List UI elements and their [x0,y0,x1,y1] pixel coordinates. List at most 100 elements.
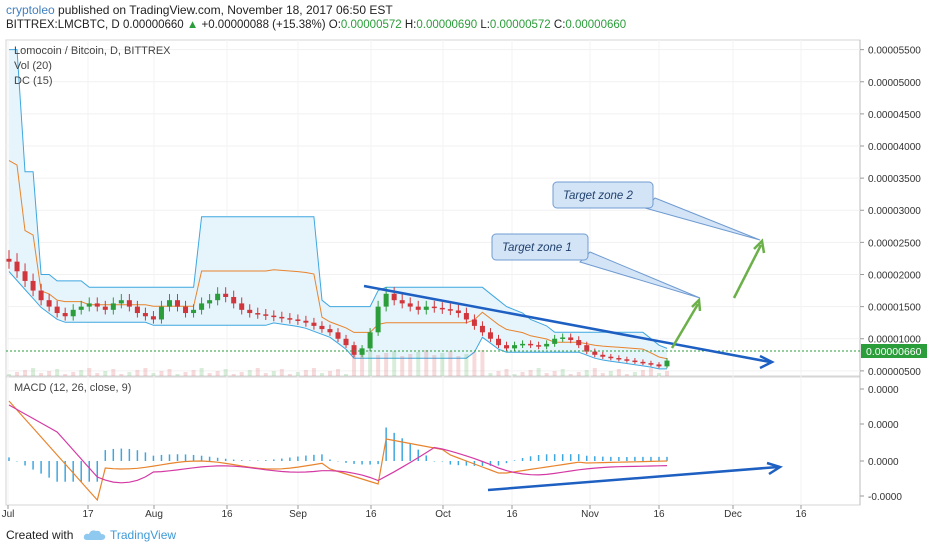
candle-body[interactable] [14,261,20,272]
time-axis[interactable]: Jul 17 Aug 16 Sep 16 Oct 16 Nov 16 Dec 16 [2,505,807,520]
candle-body[interactable] [656,364,662,367]
tradingview-link[interactable]: TradingView [110,528,177,542]
candle-body[interactable] [343,338,349,346]
candle-body[interactable] [263,314,269,316]
candle-body[interactable] [640,361,646,364]
candle-body[interactable] [215,293,221,301]
candle-body[interactable] [359,348,365,355]
candle-body[interactable] [70,309,76,317]
target-arrow-1[interactable] [670,303,700,349]
candle-body[interactable] [632,360,638,363]
candle-body[interactable] [110,303,116,310]
author-link[interactable]: cryptoleo [6,3,55,17]
candle-body[interactable] [150,316,156,320]
candle-body[interactable] [415,306,421,310]
candle-body[interactable] [255,313,261,315]
callout-target-zone-1[interactable]: Target zone 1 [491,233,701,299]
candle-body[interactable] [399,300,405,304]
candle-body[interactable] [327,329,333,333]
candle-body[interactable] [126,300,132,307]
downtrend-line[interactable] [363,284,771,364]
price-axis[interactable]: 0.00005500 0.00005000 0.00004500 0.00004000… [860,46,921,378]
candle-body[interactable] [30,280,36,291]
candle-body[interactable] [439,307,445,310]
candle-body[interactable] [102,306,108,310]
candle-body[interactable] [158,306,164,320]
candle-body[interactable] [295,319,301,321]
candle-body[interactable] [544,343,550,347]
candle-body[interactable] [552,338,558,344]
candle-body[interactable] [576,340,582,346]
macd-legend[interactable]: MACD (12, 26, close, 9) [14,382,132,394]
candle-body[interactable] [207,300,213,304]
candle-body[interactable] [319,325,325,330]
candle-body[interactable] [303,320,309,323]
callout-target-zone-2[interactable]: Target zone 2 [552,181,761,241]
candle-body[interactable] [191,309,197,314]
candle-body[interactable] [367,332,373,349]
candle-body[interactable] [38,290,44,301]
candle-body[interactable] [199,303,205,310]
candle-body[interactable] [431,306,437,309]
candle-body[interactable] [351,345,357,355]
candle-body[interactable] [512,345,518,349]
candle-body[interactable] [520,343,526,346]
candle-body[interactable] [528,343,534,346]
candle-body[interactable] [142,313,148,317]
candle-body[interactable] [391,293,397,301]
candle-body[interactable] [504,345,510,349]
candle-body[interactable] [375,306,381,333]
candle-body[interactable] [495,338,501,346]
candle-body[interactable] [239,303,245,310]
candle-body[interactable] [608,356,614,359]
candle-body[interactable] [568,337,574,341]
candle-body[interactable] [592,351,598,355]
candle-body[interactable] [54,306,60,314]
candle-body[interactable] [279,316,285,319]
candle-body[interactable] [664,360,670,367]
candles[interactable] [6,250,670,369]
candle-body[interactable] [175,300,181,307]
candle-body[interactable] [86,303,92,307]
candle-body[interactable] [311,322,317,326]
candle-body[interactable] [287,318,293,320]
vol-legend[interactable]: Vol (20) [14,60,52,72]
candle-body[interactable] [166,300,172,307]
candle-body[interactable] [624,359,630,361]
candle-body[interactable] [335,332,341,339]
candle-body[interactable] [648,363,654,365]
candle-body[interactable] [62,313,68,317]
price-chart[interactable]: 0.00005500 0.00005000 0.00004500 0.00004000… [0,0,932,520]
candle-body[interactable] [407,303,413,307]
candle-body[interactable] [471,319,477,326]
candle-body[interactable] [423,306,429,310]
candle-body[interactable] [536,345,542,347]
dc-legend[interactable]: DC (15) [14,75,53,87]
candle-body[interactable] [6,258,12,262]
candle-body[interactable] [463,313,469,320]
candle-body[interactable] [223,293,229,297]
candle-body[interactable] [231,296,237,304]
candle-body[interactable] [247,309,253,314]
candle-body[interactable] [46,300,52,307]
candle-body[interactable] [487,332,493,339]
target-arrow-2[interactable] [732,244,763,299]
candle-body[interactable] [118,300,124,304]
candle-body[interactable] [455,310,461,314]
target-arrows[interactable] [670,238,766,349]
candle-body[interactable] [447,309,453,311]
candle-body[interactable] [383,293,389,307]
candle-body[interactable] [183,306,189,314]
candle-body[interactable] [94,303,100,307]
candle-body[interactable] [78,306,84,310]
trend-lines[interactable] [363,284,783,492]
candle-body[interactable] [22,271,28,281]
candle-body[interactable] [134,306,140,314]
macd-uptrend-line[interactable] [487,465,779,492]
candle-body[interactable] [600,354,606,357]
candle-body[interactable] [616,358,622,360]
candle-body[interactable] [584,345,590,352]
candle-body[interactable] [560,337,566,339]
candle-body[interactable] [271,315,277,318]
candle-body[interactable] [479,325,485,333]
